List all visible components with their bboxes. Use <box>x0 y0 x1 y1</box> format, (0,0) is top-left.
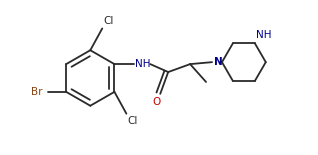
Text: NH: NH <box>135 59 151 69</box>
Text: Br: Br <box>31 87 42 97</box>
Text: Cl: Cl <box>103 16 114 27</box>
Text: NH: NH <box>256 30 271 40</box>
Text: O: O <box>152 97 160 107</box>
Text: Cl: Cl <box>128 116 138 126</box>
Text: N: N <box>214 57 223 67</box>
